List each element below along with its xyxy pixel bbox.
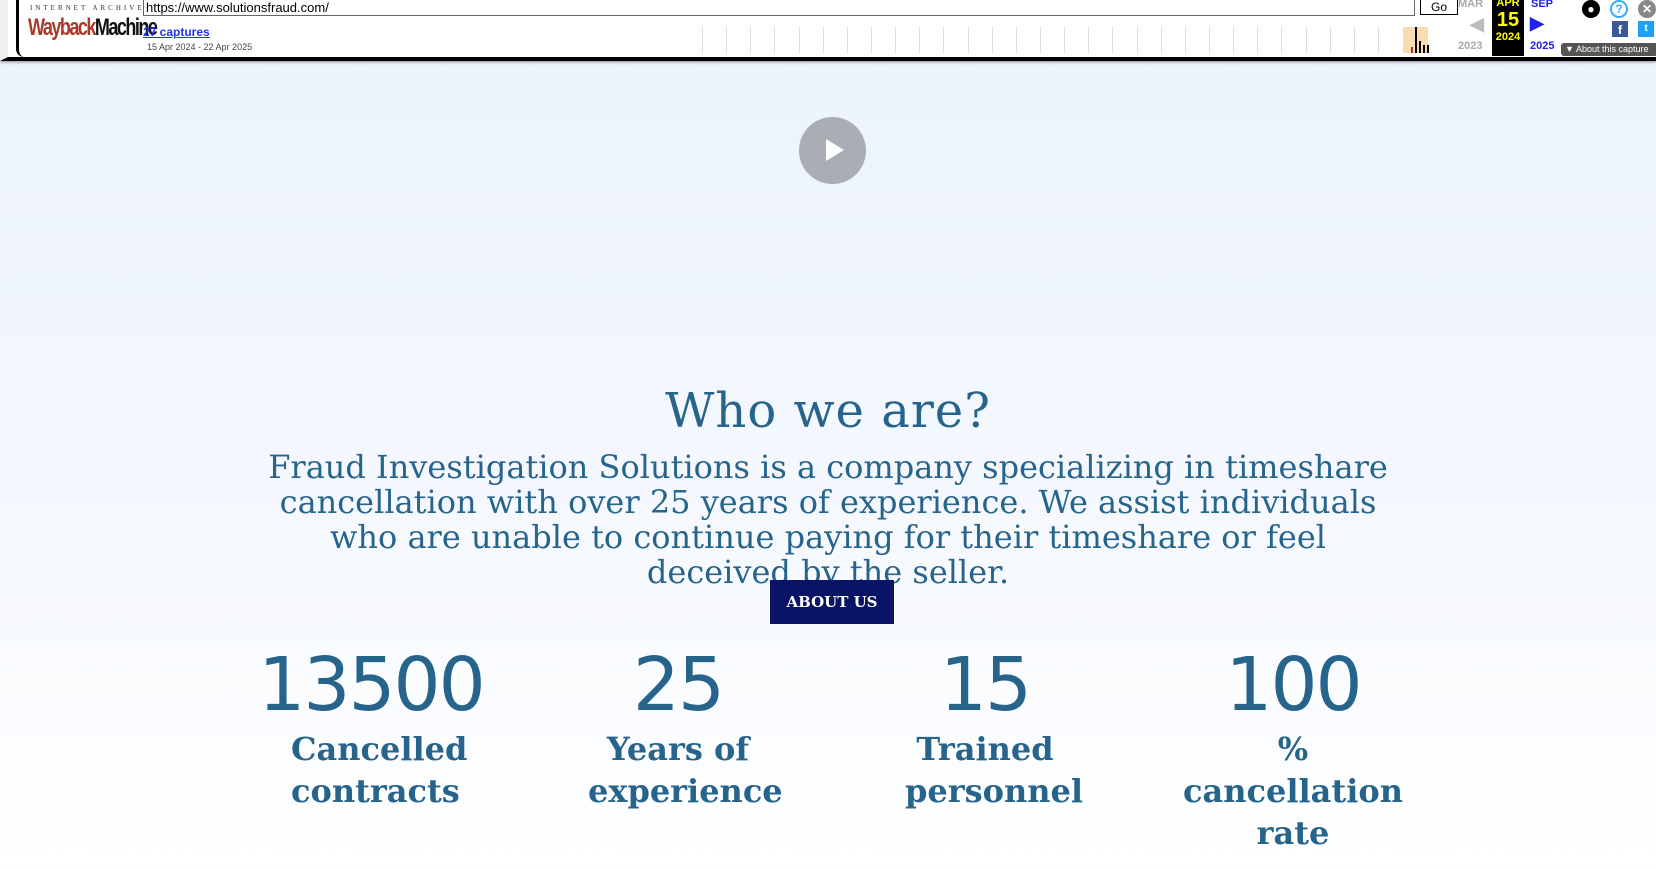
ia-label: INTERNET ARCHIVE bbox=[30, 4, 145, 12]
stat-cancelled-contracts: 13500 Cancelled contracts bbox=[221, 640, 521, 812]
logo-wayback-text: Wayback bbox=[28, 14, 96, 41]
sparkline-bar bbox=[1419, 41, 1421, 53]
help-icon[interactable]: ? bbox=[1610, 0, 1628, 18]
logo-machine-text: Machine bbox=[94, 14, 158, 41]
stat-label: Cancelled contracts bbox=[291, 730, 468, 810]
current-day: 15 bbox=[1496, 9, 1520, 31]
current-year: 2024 bbox=[1495, 31, 1521, 43]
stat-value: 25 bbox=[632, 642, 725, 728]
stat-label: Years of experience bbox=[588, 730, 783, 810]
go-button[interactable]: Go bbox=[1420, 0, 1458, 15]
about-capture-label: About this capture bbox=[1575, 44, 1649, 54]
stat-label: % cancellation rate bbox=[1183, 730, 1403, 852]
stat-cancellation-rate: 100% cancellation rate bbox=[1143, 640, 1443, 854]
video-play-button[interactable] bbox=[799, 117, 866, 184]
date-range: 15 Apr 2024 - 22 Apr 2025 bbox=[147, 42, 253, 52]
current-month: APR bbox=[1496, 0, 1520, 9]
section-title: Who we are? bbox=[665, 383, 991, 439]
sparkline-bar bbox=[1427, 45, 1429, 53]
stat-label: Trained personnel bbox=[905, 730, 1083, 810]
stat-value: 100 bbox=[1225, 642, 1362, 728]
stat-years-experience: 25 Years of experience bbox=[528, 640, 828, 812]
next-year[interactable]: 2025 bbox=[1530, 40, 1555, 52]
wayback-logo[interactable]: WaybackMachine bbox=[28, 14, 158, 42]
stat-trained-personnel: 15 Trained personnel bbox=[835, 640, 1135, 812]
twitter-icon[interactable]: t bbox=[1638, 21, 1654, 37]
caret-down-icon: ▼ bbox=[1565, 44, 1574, 54]
sparkline-bar bbox=[1411, 47, 1413, 53]
capture-sparkline[interactable] bbox=[1403, 27, 1429, 53]
sparkline-bar bbox=[1415, 27, 1417, 53]
about-us-button[interactable]: ABOUT US bbox=[770, 580, 894, 624]
sparkline-bar bbox=[1423, 45, 1425, 53]
user-icon[interactable]: ● bbox=[1582, 0, 1600, 18]
current-capture: APR 15 2024 bbox=[1492, 0, 1524, 56]
prev-arrow-icon[interactable]: ◀ bbox=[1470, 14, 1484, 34]
stat-value: 15 bbox=[939, 642, 1032, 728]
captures-link[interactable]: 27 captures bbox=[143, 25, 210, 39]
wayback-toolbar: INTERNET ARCHIVE WaybackMachine https://… bbox=[0, 0, 1656, 61]
facebook-icon[interactable]: f bbox=[1612, 21, 1628, 37]
prev-month[interactable]: MAR bbox=[1458, 0, 1484, 10]
about-capture-button[interactable]: ▼ About this capture bbox=[1561, 43, 1656, 56]
toolbar-frame bbox=[16, 0, 1656, 57]
timeline[interactable] bbox=[702, 27, 1402, 53]
close-icon[interactable]: ✕ bbox=[1638, 0, 1656, 18]
next-month[interactable]: SEP bbox=[1531, 0, 1554, 10]
url-input[interactable]: https://www.solutionsfraud.com/ bbox=[143, 0, 1415, 16]
section-description: Fraud Investigation Solutions is a compa… bbox=[268, 448, 1388, 591]
next-arrow-icon[interactable]: ▶ bbox=[1530, 13, 1544, 33]
prev-year[interactable]: 2023 bbox=[1458, 40, 1483, 52]
stat-value: 13500 bbox=[258, 642, 485, 728]
